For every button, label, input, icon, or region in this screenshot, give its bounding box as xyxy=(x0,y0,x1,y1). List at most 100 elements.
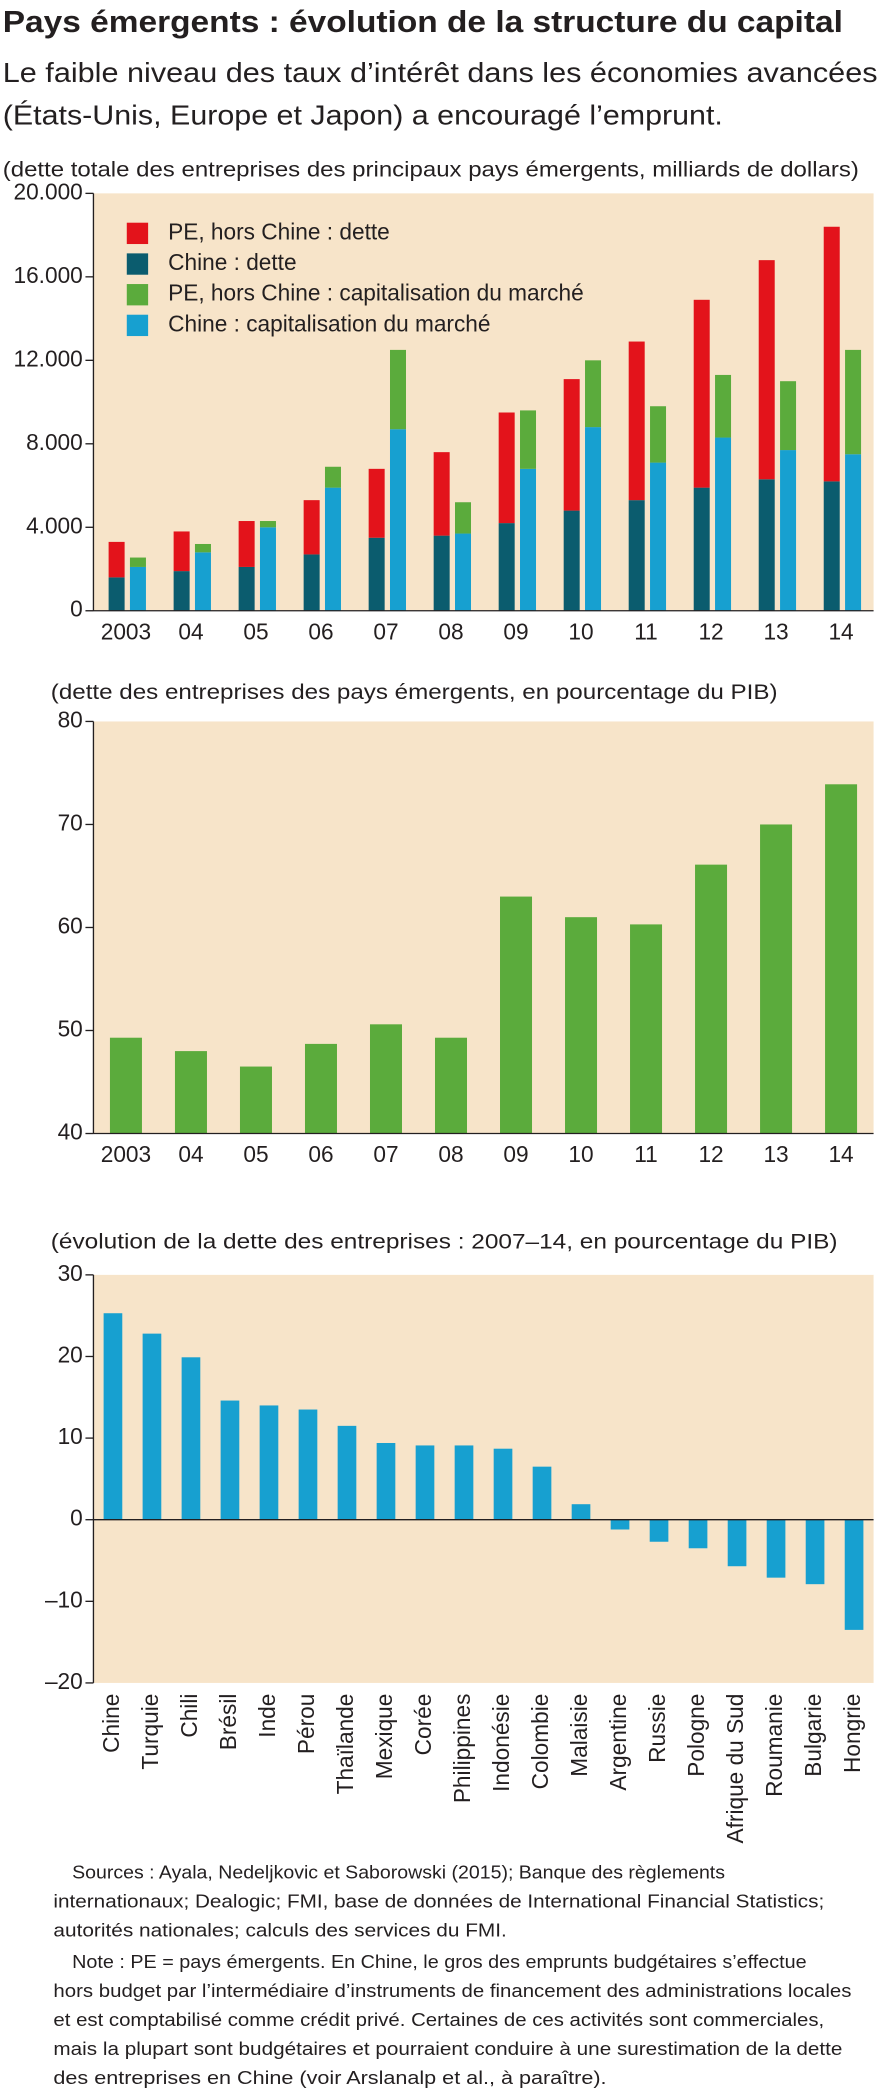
y-tick-label: 10 xyxy=(58,1423,83,1449)
bar-segment xyxy=(324,466,341,488)
x-tick-label: 05 xyxy=(243,1141,268,1167)
bar-segment xyxy=(715,437,732,611)
footnote-line: autorités nationales; calculs des servic… xyxy=(53,1919,506,1940)
bar-segment xyxy=(845,454,862,611)
y-tick-label: 40 xyxy=(58,1118,83,1144)
bar-segment xyxy=(129,566,146,611)
x-tick-label: 13 xyxy=(763,618,788,644)
bar-segment xyxy=(108,577,125,611)
bar-segment xyxy=(173,531,190,572)
x-tick-label: Pologne xyxy=(683,1694,709,1777)
bar-segment xyxy=(303,500,320,555)
bar xyxy=(727,1519,747,1567)
footnote-line: Note : PE = pays émergents. En Chine, le… xyxy=(72,1951,807,1972)
bar-segment xyxy=(715,374,732,438)
x-tick-label: Argentine xyxy=(605,1694,631,1791)
bar xyxy=(805,1519,825,1585)
bar xyxy=(239,1066,272,1134)
bar xyxy=(298,1409,318,1520)
bar xyxy=(434,1037,468,1134)
x-tick-label: 2003 xyxy=(101,1141,151,1167)
chart-subtitle: (dette des entreprises des pays émergent… xyxy=(51,680,778,704)
legend-label: PE, hors Chine : capitalisation du march… xyxy=(168,280,584,306)
bar-segment xyxy=(780,381,797,451)
footnote-line: des entreprises en Chine (voir Arslanalp… xyxy=(53,2067,606,2088)
bar-segment xyxy=(194,552,211,611)
bar-segment xyxy=(628,341,645,501)
chart-subtitle: (évolution de la dette des entreprises :… xyxy=(51,1230,838,1254)
x-tick-label: Mexique xyxy=(371,1694,397,1780)
bar-segment xyxy=(758,479,775,611)
x-tick-label: 14 xyxy=(828,1141,853,1167)
footnote-line: internationaux; Dealogic; FMI, base de d… xyxy=(53,1890,824,1911)
x-tick-label: Colombie xyxy=(527,1694,553,1790)
bar xyxy=(630,924,663,1134)
bar xyxy=(103,1313,123,1520)
legend-swatch xyxy=(126,284,149,306)
bar xyxy=(109,1037,142,1134)
y-tick-label: 16.000 xyxy=(13,262,82,288)
bar xyxy=(695,864,728,1134)
x-tick-label: Thaïlande xyxy=(332,1694,358,1795)
bar-segment xyxy=(563,510,580,611)
bar xyxy=(259,1405,279,1520)
bar xyxy=(565,917,598,1134)
x-tick-label: Roumanie xyxy=(761,1694,787,1797)
bar xyxy=(610,1519,630,1530)
bar xyxy=(220,1400,240,1520)
bar-segment xyxy=(650,462,667,611)
bar xyxy=(825,784,858,1134)
bar xyxy=(142,1333,162,1520)
x-tick-label: 12 xyxy=(698,1141,723,1167)
title: Pays émergents : évolution de la structu… xyxy=(3,5,843,39)
bar xyxy=(766,1519,786,1578)
bar-segment xyxy=(585,360,602,428)
bar xyxy=(688,1519,708,1549)
bar-segment xyxy=(389,349,406,430)
x-tick-label: Turquie xyxy=(137,1694,163,1770)
bar-segment xyxy=(520,468,537,611)
bar-segment xyxy=(498,412,515,524)
bar-segment xyxy=(823,226,840,482)
x-tick-label: Afrique du Sud xyxy=(722,1694,748,1844)
footnote-line: et est comptabilisé comme crédit privé. … xyxy=(53,2009,824,2030)
x-tick-label: Hongrie xyxy=(839,1694,865,1773)
footnote-line: Sources : Ayala, Nedeljkovic et Saborows… xyxy=(72,1862,725,1883)
y-tick-label: 80 xyxy=(58,706,83,732)
x-tick-label: Philippines xyxy=(449,1694,475,1804)
bar-segment xyxy=(693,487,710,611)
plot-area xyxy=(93,1274,874,1683)
x-tick-label: Inde xyxy=(254,1694,280,1738)
subtitle-line: Le faible niveau des taux d’intérêt dans… xyxy=(3,57,878,88)
x-tick-label: Bulgarie xyxy=(800,1694,826,1777)
legend-swatch xyxy=(126,253,149,275)
y-tick-label: –20 xyxy=(45,1668,83,1694)
x-tick-label: 04 xyxy=(178,618,203,644)
x-tick-label: 06 xyxy=(308,618,333,644)
x-tick-label: Malaisie xyxy=(566,1694,592,1777)
x-tick-label: 10 xyxy=(568,1141,593,1167)
bar-segment xyxy=(259,527,276,611)
x-tick-label: 06 xyxy=(308,1141,333,1167)
y-tick-label: 8.000 xyxy=(26,429,83,455)
y-tick-label: –10 xyxy=(45,1586,83,1612)
legend-swatch xyxy=(126,314,149,337)
bar-segment xyxy=(324,487,341,611)
x-tick-label: 13 xyxy=(763,1141,788,1167)
y-tick-label: 60 xyxy=(58,912,83,938)
x-tick-label: 04 xyxy=(178,1141,203,1167)
bar-segment xyxy=(585,427,602,611)
chart-subtitle: (dette totale des entreprises des princi… xyxy=(3,157,859,181)
bar xyxy=(181,1357,201,1520)
bar-segment xyxy=(433,452,450,536)
subtitle-line: (États-Unis, Europe et Japon) a encourag… xyxy=(3,100,723,131)
bar xyxy=(500,896,533,1134)
bar-segment xyxy=(108,541,125,578)
bar xyxy=(493,1448,513,1520)
bar xyxy=(532,1466,552,1520)
bar-segment xyxy=(129,557,146,567)
x-tick-label: Russie xyxy=(644,1694,670,1763)
x-tick-label: 09 xyxy=(503,1141,528,1167)
x-tick-label: 11 xyxy=(634,1141,658,1167)
